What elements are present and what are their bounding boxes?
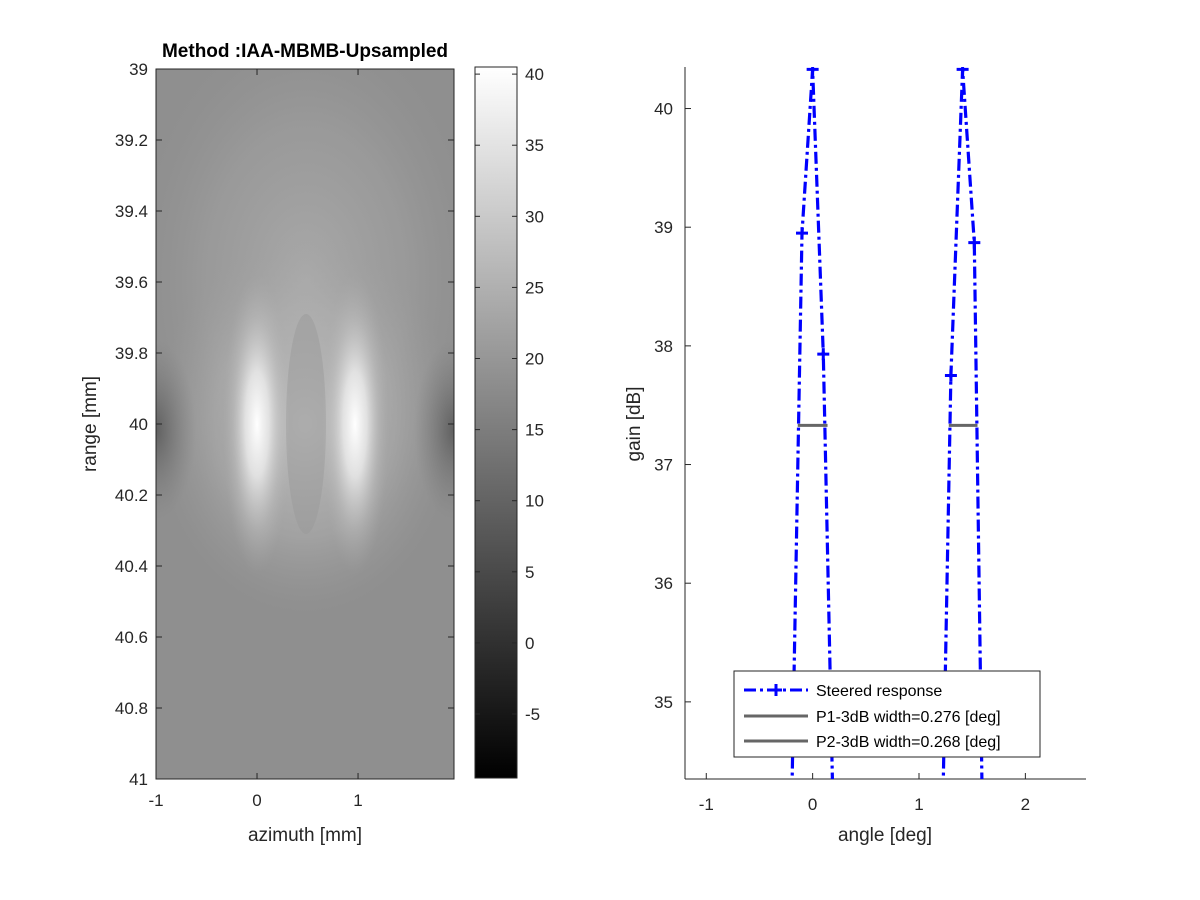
colorbar-tick-label: 35 [525,136,544,155]
steered-response-plus-marker [968,236,981,249]
legend-box [733,670,1041,758]
heatmap-x-tick-label: 1 [353,791,362,810]
line-x-label: angle [deg] [838,825,932,846]
colorbar-tick-label: 20 [525,350,544,369]
colorbar-gradient [474,66,518,779]
legend-entry-p1: P1-3dB width=0.276 [deg] [744,709,1001,726]
heatmap-x-ticks: -1 0 1 [148,69,363,810]
heatmap-peak-2 [321,274,390,574]
legend-entry-steered: Steered response [744,683,942,700]
line-x-tick-label: -1 [699,795,714,814]
heatmap-left-shadow [156,340,196,520]
line-y-tick-label: 37 [654,456,673,475]
line-x-tick-label: 0 [808,795,817,814]
heatmap-y-ticks: 39 39.2 39.4 39.6 39.8 40 40.2 40.4 40.6 40.8 41 [115,60,454,789]
line-y-tick-label: 36 [654,574,673,593]
heatmap-x-label: azimuth [mm] [248,825,362,846]
line-x-tick-label: 2 [1021,795,1030,814]
heatmap-image [156,69,454,779]
heatmap-right-shadow [414,340,454,520]
heatmap-x-tick-label: 0 [252,791,261,810]
colorbar-tick-label: 40 [525,65,544,84]
legend: Steered response P1-3dB width=0.276 [deg… [733,670,1041,758]
line-x-ticks: -1 0 1 2 [699,773,1030,814]
colorbar-tick-label: 10 [525,492,544,511]
steered-response-plus-marker [956,67,969,76]
heatmap-y-tick-label: 39.4 [115,202,148,221]
line-y-ticks: 35 36 37 38 39 40 [654,100,691,712]
colorbar-tick-label: 15 [525,421,544,440]
line-series [790,67,984,779]
heatmap-y-label: range [mm] [80,376,101,472]
heatmap-y-tick-label: 40 [129,415,148,434]
heatmap-y-tick-label: 41 [129,770,148,789]
colorbar-tick-label: 25 [525,278,544,297]
line-y-tick-label: 35 [654,693,673,712]
colorbar-tick-label: 30 [525,207,544,226]
heatmap-x-tick-label: -1 [148,791,163,810]
steered-response-plus-marker [817,348,830,361]
line-panel: -1 0 1 2 35 36 37 38 39 40 angle [deg] gain [dB]… [624,67,1086,846]
legend-entry-p2: P2-3dB width=0.268 [deg] [744,734,1001,751]
heatmap-y-tick-label: 39 [129,60,148,79]
line-x-tick-label: 1 [914,795,923,814]
steered-response-plus-marker [806,67,819,76]
heatmap-y-tick-label: 40.2 [115,486,148,505]
heatmap-panel: -1 0 1 39 39.2 39.4 39.6 39.8 40 40.2 40.4 40.6 40.… [80,41,544,846]
heatmap-title: Method :IAA-MBMB-Upsampled [162,41,448,62]
colorbar-ticks: -5 0 5 10 15 20 25 30 35 40 [475,65,544,724]
colorbar-tick-label: -5 [525,705,540,724]
legend-label-p1: P1-3dB width=0.276 [deg] [816,709,1001,726]
legend-label-steered: Steered response [816,683,942,700]
heatmap-y-tick-label: 40.6 [115,628,148,647]
colorbar-tick-label: 5 [525,563,534,582]
line-y-label: gain [dB] [624,387,645,462]
line-y-tick-label: 39 [654,218,673,237]
steered-response-plus-marker [796,227,809,240]
heatmap-center-shadow [286,314,326,534]
colorbar-tick-label: 0 [525,634,534,653]
steered-response-line-2 [941,69,984,779]
legend-plus-marker [770,684,782,696]
heatmap-y-tick-label: 39.2 [115,131,148,150]
colorbar: -5 0 5 10 15 20 25 30 35 40 [474,65,544,779]
line-y-tick-label: 38 [654,337,673,356]
heatmap-y-tick-label: 39.8 [115,344,148,363]
steered-response-plus-marker [944,369,957,382]
heatmap-y-tick-label: 40.4 [115,557,148,576]
line-y-tick-label: 40 [654,100,673,119]
heatmap-peak-1 [223,274,292,574]
heatmap-y-tick-label: 39.6 [115,273,148,292]
heatmap-y-tick-label: 40.8 [115,699,148,718]
legend-label-p2: P2-3dB width=0.268 [deg] [816,734,1001,751]
